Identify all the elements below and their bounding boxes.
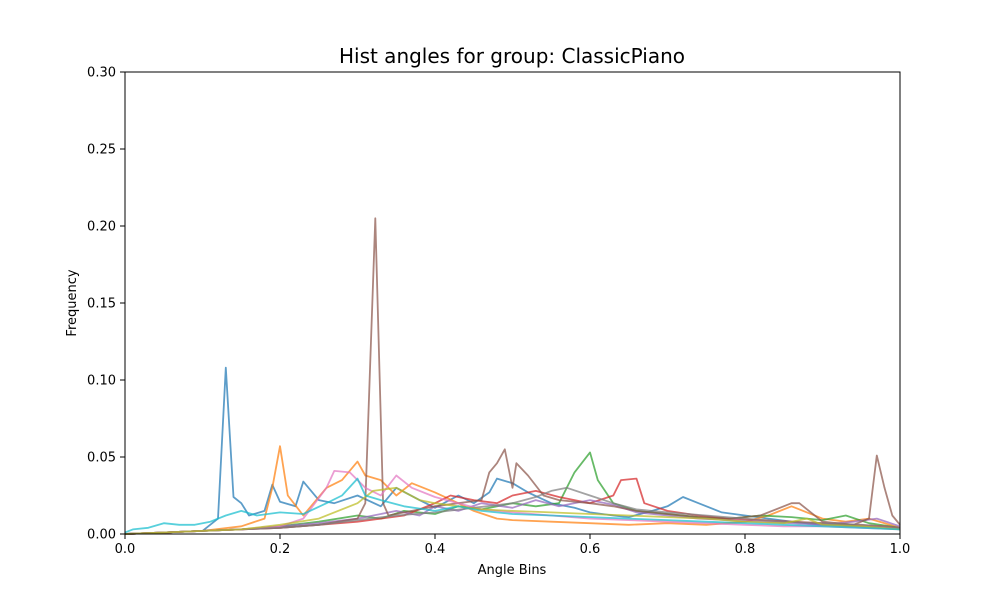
series-line-3 bbox=[124, 451, 901, 535]
series-group bbox=[124, 217, 901, 535]
x-tick-label: 0.2 bbox=[270, 542, 291, 557]
y-tick-label: 0.25 bbox=[87, 143, 116, 158]
y-tick-label: 0.10 bbox=[87, 374, 116, 389]
x-tick-label: 0.4 bbox=[425, 542, 446, 557]
series-line-10 bbox=[124, 477, 901, 534]
series-line-6 bbox=[124, 217, 901, 535]
x-tick-label: 0.8 bbox=[735, 542, 756, 557]
y-tick-label: 0.15 bbox=[87, 297, 116, 312]
series-line-1 bbox=[124, 366, 901, 535]
x-axis-label: Angle Bins bbox=[478, 563, 547, 578]
y-tick-label: 0.05 bbox=[87, 451, 116, 466]
y-tick-label: 0.00 bbox=[87, 528, 116, 543]
chart-title: Hist angles for group: ClassicPiano bbox=[339, 44, 685, 68]
y-axis: 0.00 0.05 0.10 0.15 0.20 0.25 0.30 bbox=[87, 66, 125, 543]
x-tick-label: 0.6 bbox=[580, 542, 601, 557]
x-tick-label: 0.0 bbox=[115, 542, 136, 557]
series-line-8 bbox=[124, 486, 901, 535]
x-tick-label: 1.0 bbox=[890, 542, 911, 557]
y-axis-label: Frequency bbox=[65, 269, 80, 336]
series-line-9 bbox=[124, 486, 901, 535]
y-tick-label: 0.20 bbox=[87, 220, 116, 235]
x-axis: 0.0 0.2 0.4 0.6 0.8 1.0 bbox=[115, 534, 911, 557]
y-tick-label: 0.30 bbox=[87, 66, 116, 81]
